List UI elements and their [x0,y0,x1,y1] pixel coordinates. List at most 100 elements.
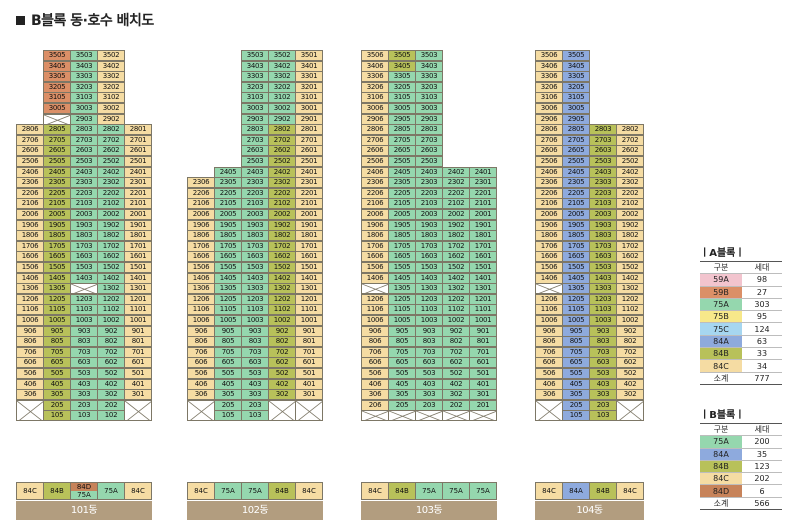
empty-unit-cell [535,399,563,422]
unit-cell: 1606 [16,251,44,263]
unit-cell: 2501 [124,156,152,168]
unit-cell: 1606 [187,251,215,263]
legend-row: 84A 63 [700,335,782,349]
legend-type-swatch: 59B [700,286,742,299]
unit-cell: 1206 [535,293,563,305]
unit-cell: 2702 [616,134,644,146]
unit-type-cell: 84B [589,482,617,500]
unit-cell: 1403 [415,272,443,284]
unit-cell: 1401 [469,272,497,284]
unit-cell: 802 [268,336,296,348]
unit-cell: 3205 [388,81,416,93]
unit-cell: 1002 [268,315,296,327]
unit-cell: 1706 [361,240,389,252]
building-name-label: 104동 [535,501,644,520]
unit-cell: 1401 [124,272,152,284]
unit-cell: 1705 [388,240,416,252]
unit-cell: 1702 [268,240,296,252]
unit-cell: 2005 [214,209,242,221]
unit-cell: 3305 [43,71,71,83]
unit-cell: 2405 [43,166,71,178]
unit-cell: 2502 [97,156,125,168]
unit-cell: 2603 [415,145,443,157]
legend-row: 75A 303 [700,298,782,312]
unit-cell: 2103 [589,198,617,210]
unit-cell: 3505 [388,50,416,62]
unit-cell: 2701 [295,134,323,146]
unit-cell: 1906 [535,219,563,231]
unit-cell: 701 [295,346,323,358]
unit-cell: 3206 [361,81,389,93]
unit-cell: 1901 [469,219,497,231]
unit-cell: 103 [589,410,617,422]
unit-cell: 305 [388,389,416,401]
unit-cell: 1102 [442,304,470,316]
unit-cell: 2005 [562,209,590,221]
unit-cell: 1605 [43,251,71,263]
unit-cell: 1302 [97,283,125,295]
unit-cell: 2001 [295,209,323,221]
empty-unit-cell [535,283,563,295]
unit-cell: 2105 [214,198,242,210]
unit-cell: 906 [361,325,389,337]
unit-cell: 1703 [241,240,269,252]
unit-cell: 3503 [241,50,269,62]
unit-cell: 1806 [361,230,389,242]
unit-cell: 2001 [124,209,152,221]
unit-cell: 1702 [616,240,644,252]
unit-cell: 606 [535,357,563,369]
unit-cell: 905 [562,325,590,337]
unit-cell: 2905 [388,113,416,125]
unit-cell: 203 [589,399,617,411]
unit-cell: 2201 [295,187,323,199]
unit-cell: 3006 [361,103,389,115]
unit-cell: 202 [442,399,470,411]
unit-cell: 1005 [43,315,71,327]
unit-cell: 2103 [415,198,443,210]
unit-cell: 2002 [442,209,470,221]
unit-cell: 2803 [415,124,443,136]
unit-cell: 2302 [97,177,125,189]
unit-cell: 3503 [70,50,98,62]
unit-cell: 1206 [16,293,44,305]
unit-cell: 2202 [268,187,296,199]
unit-cell: 1705 [562,240,590,252]
unit-cell: 3006 [535,103,563,115]
unit-cell: 403 [589,378,617,390]
unit-cell: 3205 [43,81,71,93]
legend-type-swatch: 59A [700,273,742,287]
unit-cell: 1103 [241,304,269,316]
unit-cell: 1605 [214,251,242,263]
unit-cell: 1805 [43,230,71,242]
unit-cell: 2603 [70,145,98,157]
unit-type-cell: 84C [295,482,323,500]
unit-cell: 3205 [562,81,590,93]
unit-cell: 1406 [535,272,563,284]
unit-cell: 2402 [442,166,470,178]
unit-cell: 1206 [187,293,215,305]
unit-cell: 1805 [388,230,416,242]
unit-cell: 1403 [70,272,98,284]
unit-cell: 406 [361,378,389,390]
unit-cell: 402 [442,378,470,390]
unit-cell: 1402 [442,272,470,284]
unit-cell: 806 [187,336,215,348]
unit-cell: 1702 [442,240,470,252]
unit-cell: 203 [241,399,269,411]
unit-cell: 1106 [187,304,215,316]
unit-cell: 905 [214,325,242,337]
unit-cell: 2401 [469,166,497,178]
unit-cell: 2803 [589,124,617,136]
unit-cell: 1306 [187,283,215,295]
unit-cell: 1305 [43,283,71,295]
unit-cell: 1601 [469,251,497,263]
unit-cell: 1603 [241,251,269,263]
unit-cell: 2703 [70,134,98,146]
unit-cell: 903 [415,325,443,337]
unit-cell: 1001 [469,315,497,327]
unit-cell: 1802 [97,230,125,242]
unit-cell: 3405 [43,60,71,72]
unit-cell: 1405 [388,272,416,284]
unit-cell: 303 [589,389,617,401]
unit-cell: 501 [295,368,323,380]
